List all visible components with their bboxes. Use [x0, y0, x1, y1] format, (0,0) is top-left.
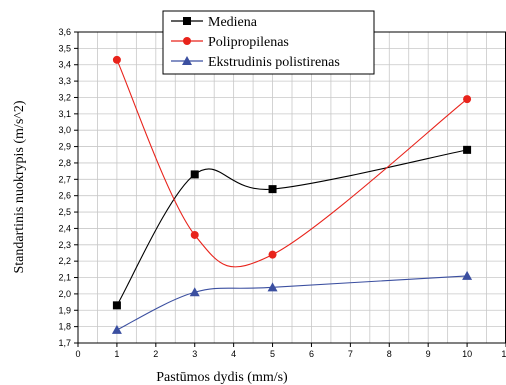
series-line — [116, 149, 468, 306]
axis-ticks: 1,7 1,8 1,9 2,0 2,1 2,2 2,3 2,4 2,5 2,6 2,7 2,8 2,9 3… — [58, 27, 506, 359]
data-point — [111, 324, 122, 334]
y-tick-label: 3,3 — [58, 76, 71, 86]
legend-label: Ekstrudinis polistirenas — [208, 55, 340, 70]
legend-label: Polipropilenas — [208, 35, 289, 50]
data-point — [190, 230, 199, 239]
data-point — [189, 287, 200, 297]
y-tick-label: 2,3 — [58, 240, 71, 250]
y-tick-label: 3,5 — [58, 43, 71, 53]
y-tick-label: 3,4 — [58, 60, 71, 70]
y-tick-label: 2,6 — [58, 191, 71, 201]
y-tick-label: 1,8 — [58, 322, 71, 332]
data-point — [462, 270, 473, 280]
x-tick-label: 3 — [192, 349, 197, 359]
y-tick-label: 3,0 — [58, 125, 71, 135]
x-tick-label: 9 — [426, 349, 431, 359]
legend-item: Ekstrudinis polistirenas — [171, 55, 340, 70]
y-tick-label: 3,6 — [58, 27, 71, 37]
grid — [77, 31, 506, 344]
x-tick-label: 5 — [270, 349, 275, 359]
y-tick-label: 2,8 — [58, 158, 71, 168]
y-tick-label: 1,9 — [58, 305, 71, 315]
legend-item: Mediena — [171, 15, 258, 30]
y-tick-label: 3,2 — [58, 92, 71, 102]
data-point — [112, 301, 121, 310]
x-tick-label: 10 — [462, 349, 472, 359]
x-tick-label: 0 — [75, 349, 80, 359]
y-tick-label: 3,1 — [58, 109, 71, 119]
data-point — [112, 55, 121, 64]
series-layer — [111, 55, 473, 334]
series-line — [116, 275, 468, 331]
y-tick-label: 2,5 — [58, 207, 71, 217]
legend-label: Mediena — [208, 15, 258, 30]
y-axis-title: Standartinis nuokrypis (m/s^2) — [12, 100, 27, 273]
legend-marker — [183, 17, 191, 25]
series-triangle — [111, 270, 473, 334]
x-axis-title: Pastūmos dydis (mm/s) — [156, 370, 288, 385]
x-tick-label: 11 — [501, 349, 506, 359]
legend-item: Polipropilenas — [171, 35, 289, 50]
x-tick-label: 1 — [114, 349, 119, 359]
data-point — [463, 145, 472, 154]
series-line — [116, 59, 468, 268]
x-tick-label: 4 — [231, 349, 236, 359]
y-tick-label: 2,4 — [58, 223, 71, 233]
y-tick-label: 2,1 — [58, 273, 71, 283]
x-tick-label: 8 — [387, 349, 392, 359]
y-tick-label: 1,7 — [58, 338, 71, 348]
legend-marker — [183, 37, 191, 45]
data-point — [267, 282, 278, 292]
legend-marker — [182, 56, 192, 65]
y-tick-label: 2,0 — [58, 289, 71, 299]
y-tick-label: 2,7 — [58, 174, 71, 184]
data-point — [190, 170, 199, 179]
series-square — [112, 145, 472, 310]
data-point — [268, 250, 277, 259]
y-tick-label: 2,2 — [58, 256, 71, 266]
x-tick-label: 7 — [348, 349, 353, 359]
x-tick-label: 6 — [309, 349, 314, 359]
legend: Mediena Polipropilenas Ekstrudinis polisti… — [162, 10, 375, 75]
x-tick-label: 2 — [153, 349, 158, 359]
data-point — [463, 95, 472, 104]
series-circle — [112, 55, 472, 268]
data-point — [268, 185, 277, 194]
y-tick-label: 2,9 — [58, 142, 71, 152]
